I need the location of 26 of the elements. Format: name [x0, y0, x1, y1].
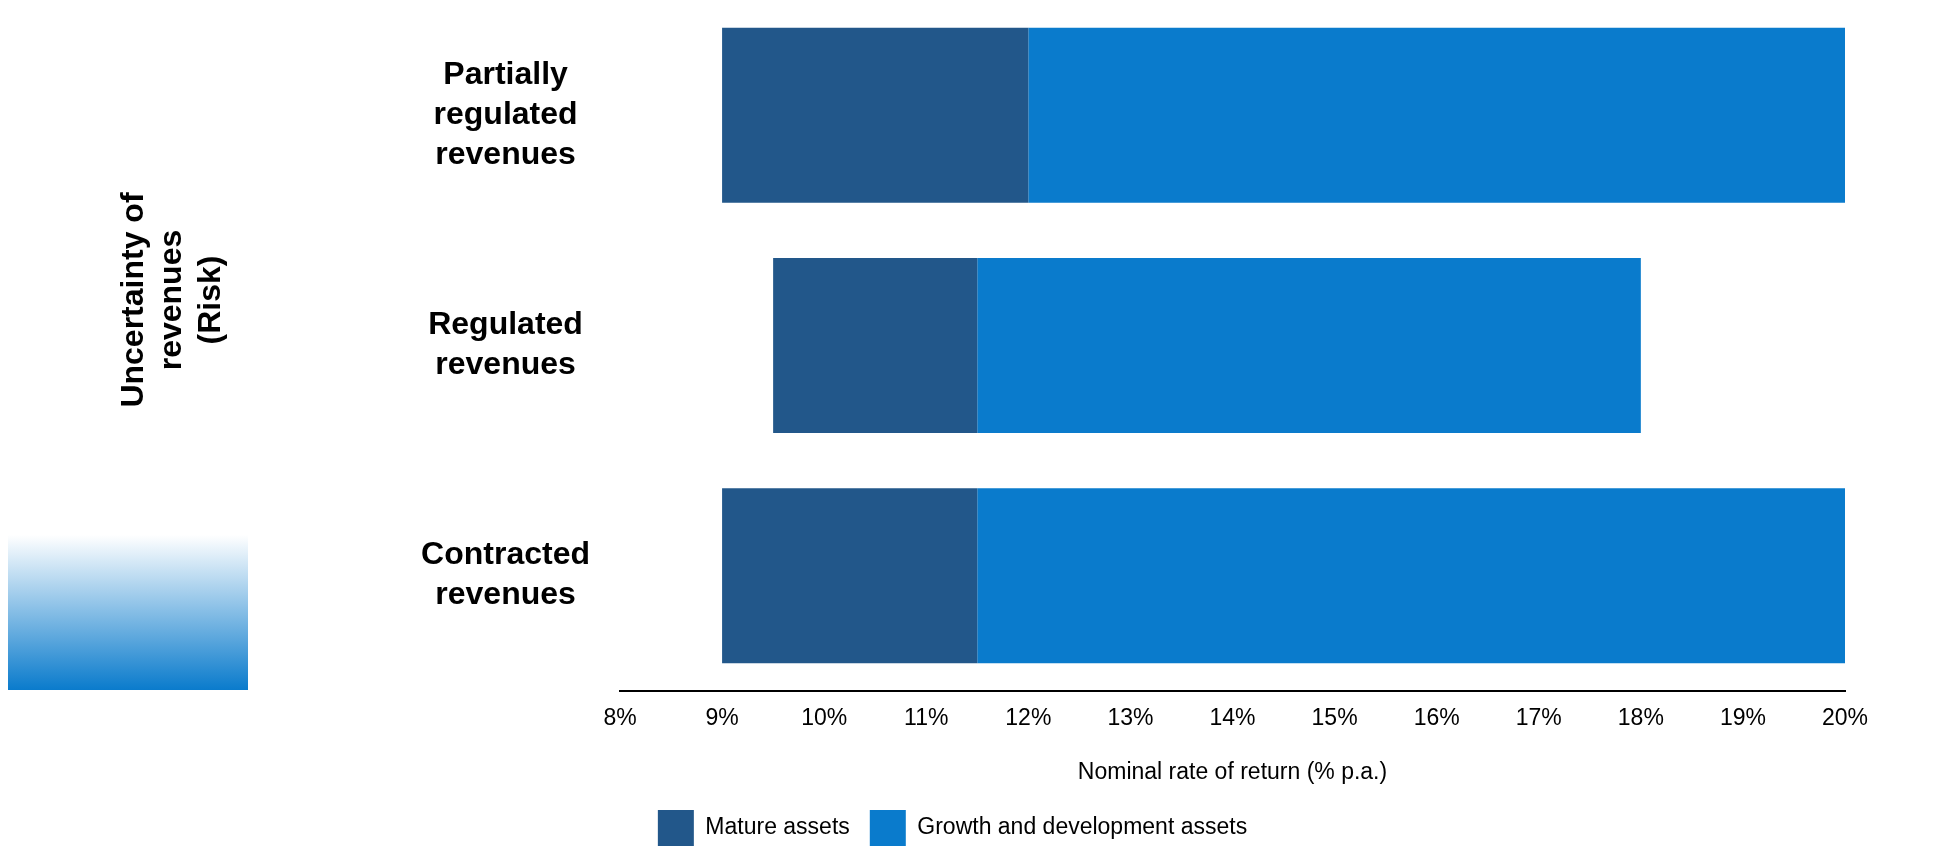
y-tick-label: Partially regulated revenues: [433, 54, 578, 171]
bar: [773, 257, 978, 433]
x-tick-label: 8%: [603, 703, 637, 730]
x-tick-label: 13%: [1107, 703, 1154, 730]
x-tick-label: 15%: [1311, 703, 1358, 730]
x-axis-title: Nominal rate of return (% p.a.): [1077, 757, 1388, 784]
bar: [1028, 27, 1845, 203]
x-tick-label: 9%: [705, 703, 739, 730]
y-tick-label: Contracted revenues: [421, 535, 590, 612]
bar: [722, 27, 1029, 203]
x-tick-label: 10%: [801, 703, 848, 730]
x-tick-label: 18%: [1617, 703, 1664, 730]
y-tick-label: Regulated revenues: [428, 305, 583, 382]
x-tick-label: 12%: [1005, 703, 1052, 730]
x-tick-label: 14%: [1209, 703, 1256, 730]
x-tick-label: 16%: [1413, 703, 1460, 730]
x-tick-label: 11%: [904, 703, 949, 730]
bar: [722, 488, 978, 664]
x-tick-label: 17%: [1515, 703, 1562, 730]
bar: [977, 257, 1641, 433]
x-tick-label: 20%: [1821, 703, 1869, 730]
legend-label: Mature assets: [705, 813, 850, 840]
x-tick-label: 19%: [1719, 703, 1766, 730]
bar: [977, 488, 1845, 664]
legend-label: Growth and development assets: [917, 813, 1248, 840]
text: Uncertainty of revenues (Risk): [113, 191, 229, 410]
